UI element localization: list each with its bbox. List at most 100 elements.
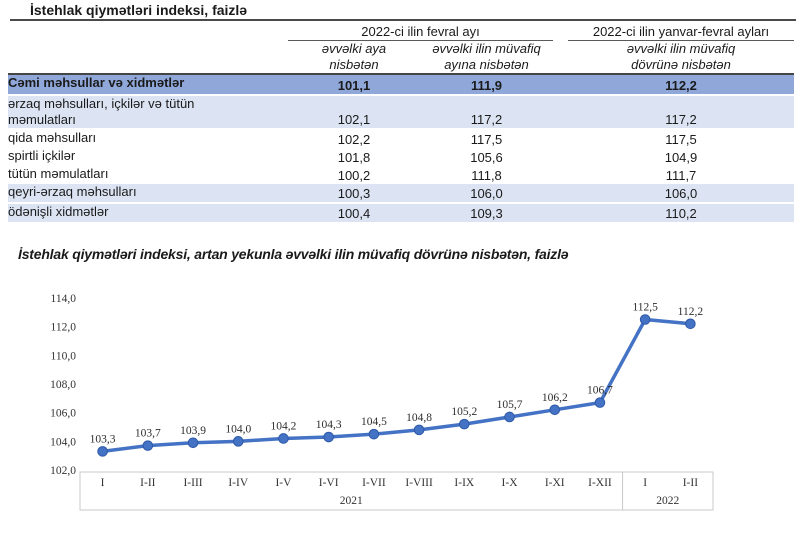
empty-cell xyxy=(8,24,288,41)
data-point-label: 106,7 xyxy=(587,385,613,397)
category-label: I-III xyxy=(183,477,202,489)
row-value: 102,1 xyxy=(288,95,420,130)
table-title: İstehlak qiymətləri indeksi, faizlə xyxy=(30,2,248,18)
spacer xyxy=(553,40,568,75)
series-line xyxy=(100,317,693,454)
data-point-marker xyxy=(549,404,561,416)
x-axis-box xyxy=(79,471,714,511)
data-point-marker xyxy=(232,436,244,447)
data-point-marker xyxy=(413,424,425,436)
data-point-marker xyxy=(368,428,380,440)
sub-header-vs-previous-month: əvvəlki aya nisbətən xyxy=(288,40,420,75)
row-value: 117,2 xyxy=(568,95,794,130)
spacer xyxy=(553,184,568,204)
data-point-marker xyxy=(278,433,289,444)
data-point-label: 103,7 xyxy=(135,428,161,440)
group-header-february: 2022-ci ilin fevral ayı xyxy=(288,24,553,41)
data-point-label: 103,3 xyxy=(90,433,116,445)
row-value: 106,0 xyxy=(568,184,794,204)
row-value: 100,4 xyxy=(288,203,420,224)
category-label: I-II xyxy=(140,477,155,489)
row-value: 100,2 xyxy=(288,166,420,184)
row-value: 111,8 xyxy=(420,166,553,184)
data-point-marker xyxy=(639,314,651,325)
table-row: qida məhsulları 102,2 117,5 117,5 xyxy=(8,129,794,148)
data-point-marker xyxy=(504,411,515,423)
row-value: 109,3 xyxy=(420,203,553,224)
category-label: I-IX xyxy=(454,477,474,489)
row-value: 102,2 xyxy=(288,129,420,148)
y-tick-label: 104,0 xyxy=(50,436,76,448)
data-point-marker xyxy=(323,431,334,443)
row-value: 117,5 xyxy=(568,129,794,148)
spacer xyxy=(553,129,568,148)
data-point-label: 105,2 xyxy=(451,406,477,418)
row-value: 106,0 xyxy=(420,184,553,204)
table-row: Cəmi məhsullar və xidmətlər 101,1 111,9 112… xyxy=(8,74,794,96)
row-value: 105,6 xyxy=(420,148,553,166)
row-label: ödənişli xidmətlər xyxy=(8,203,288,224)
data-point-marker xyxy=(459,418,470,430)
data-point-label: 104,3 xyxy=(316,419,342,431)
category-label: I xyxy=(101,477,105,489)
table-row: qeyri-ərzaq məhsulları 100,3 106,0 106,0 xyxy=(8,184,794,204)
data-point-marker xyxy=(685,318,696,330)
row-value: 101,1 xyxy=(288,74,420,96)
data-point-label: 104,8 xyxy=(406,412,432,424)
row-label: spirtli içkilər xyxy=(8,148,288,166)
sub-header-row: əvvəlki aya nisbətən əvvəlki ilin müvafi… xyxy=(8,40,794,75)
spacer xyxy=(553,203,568,224)
data-point-label: 104,5 xyxy=(361,416,387,428)
y-tick-label: 102,0 xyxy=(50,465,76,477)
spacer xyxy=(553,148,568,166)
y-tick-label: 114,0 xyxy=(51,293,77,305)
table-body: Cəmi məhsullar və xidmətlər 101,1 111,9 112… xyxy=(8,74,794,224)
data-point-label: 112,5 xyxy=(632,302,658,314)
row-value: 104,9 xyxy=(568,148,794,166)
empty-cell xyxy=(8,40,288,75)
sub-header-vs-same-month-previous-year: əvvəlki ilin müvafiq ayına nisbətən xyxy=(420,40,553,75)
category-label: I xyxy=(643,477,647,489)
row-value: 111,9 xyxy=(420,74,553,96)
table-row: ödənişli xidmətlər 100,4 109,3 110,2 xyxy=(8,203,794,224)
row-label: tütün məmulatları xyxy=(8,166,288,184)
data-point-label: 105,7 xyxy=(497,399,523,411)
data-point-label: 106,2 xyxy=(542,392,568,404)
table-row: tütün məmulatları 100,2 111,8 111,7 xyxy=(8,166,794,184)
data-point-marker xyxy=(594,397,606,408)
data-point-label: 104,2 xyxy=(271,420,297,432)
group-header-row: 2022-ci ilin fevral ayı 2022-ci ilin yan… xyxy=(8,24,794,41)
category-label: I-V xyxy=(275,477,292,489)
y-tick-label: 112,0 xyxy=(51,322,77,334)
spacer xyxy=(553,95,568,130)
category-label: I-VII xyxy=(362,477,386,489)
row-value: 117,2 xyxy=(420,95,553,130)
row-value: 101,8 xyxy=(288,148,420,166)
category-label: I-VIII xyxy=(405,477,433,489)
row-value: 100,3 xyxy=(288,184,420,204)
row-value: 111,7 xyxy=(568,166,794,184)
row-value: 112,2 xyxy=(568,74,794,96)
data-point-label: 103,9 xyxy=(180,425,206,437)
cpi-line-chart: 102,0 104,0 106,0 108,0 110,0 112,0 114,0 2021 2… xyxy=(50,293,714,511)
spacer xyxy=(553,166,568,184)
cpi-table: 2022-ci ilin fevral ayı 2022-ci ilin yan… xyxy=(8,24,794,224)
table-row: spirtli içkilər 101,8 105,6 104,9 xyxy=(8,148,794,166)
category-label: I-XI xyxy=(545,477,565,489)
row-label: qeyri-ərzaq məhsulları xyxy=(8,184,288,204)
y-tick-label: 110,0 xyxy=(51,350,77,362)
category-label: I-IV xyxy=(228,477,248,489)
category-label: I-XII xyxy=(588,477,612,489)
data-point-label: 112,2 xyxy=(678,306,704,318)
data-point-marker xyxy=(187,437,199,449)
data-point-marker xyxy=(142,440,154,451)
row-value: 117,5 xyxy=(420,129,553,148)
category-label: I-II xyxy=(683,477,698,489)
chart-title: İstehlak qiymətləri indeksi, artan yekun… xyxy=(18,246,569,262)
row-label: Cəmi məhsullar və xidmətlər xyxy=(8,74,288,96)
data-point-label: 104,0 xyxy=(225,423,251,435)
spacer xyxy=(553,74,568,96)
year-label: 2021 xyxy=(340,495,363,507)
y-tick-label: 106,0 xyxy=(50,408,76,420)
